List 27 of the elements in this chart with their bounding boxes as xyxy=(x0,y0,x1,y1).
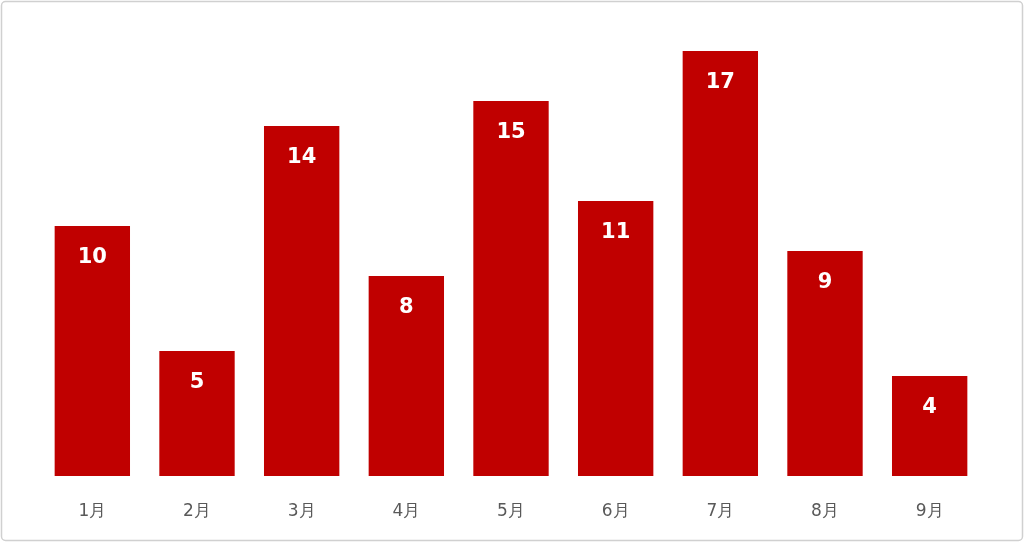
bar xyxy=(54,226,131,476)
x-tick-label: 7月 xyxy=(706,500,735,520)
x-tick-label: 6月 xyxy=(601,500,630,520)
x-tick-label: 4月 xyxy=(392,500,421,520)
x-tick-label: 3月 xyxy=(287,500,316,520)
data-label: 8 xyxy=(399,294,414,318)
bar xyxy=(368,276,445,476)
x-tick-label: 8月 xyxy=(811,500,839,520)
bar xyxy=(682,51,759,476)
x-tick-label: 2月 xyxy=(183,500,211,520)
bar xyxy=(787,251,863,476)
x-tick-label: 5月 xyxy=(497,500,525,520)
bar xyxy=(577,201,654,476)
data-label: 5 xyxy=(189,369,205,393)
data-label: 14 xyxy=(287,144,317,168)
bar xyxy=(263,126,340,476)
data-label: 11 xyxy=(601,219,631,243)
data-label: 10 xyxy=(77,244,107,268)
bar xyxy=(473,101,549,476)
bar xyxy=(891,376,968,476)
data-label: 15 xyxy=(496,119,526,143)
bar xyxy=(159,351,235,476)
data-label: 17 xyxy=(705,69,735,93)
data-label: 9 xyxy=(817,269,833,293)
x-tick-label: 1月 xyxy=(78,500,107,520)
x-tick-label: 9月 xyxy=(915,500,944,520)
data-label: 4 xyxy=(922,394,937,418)
